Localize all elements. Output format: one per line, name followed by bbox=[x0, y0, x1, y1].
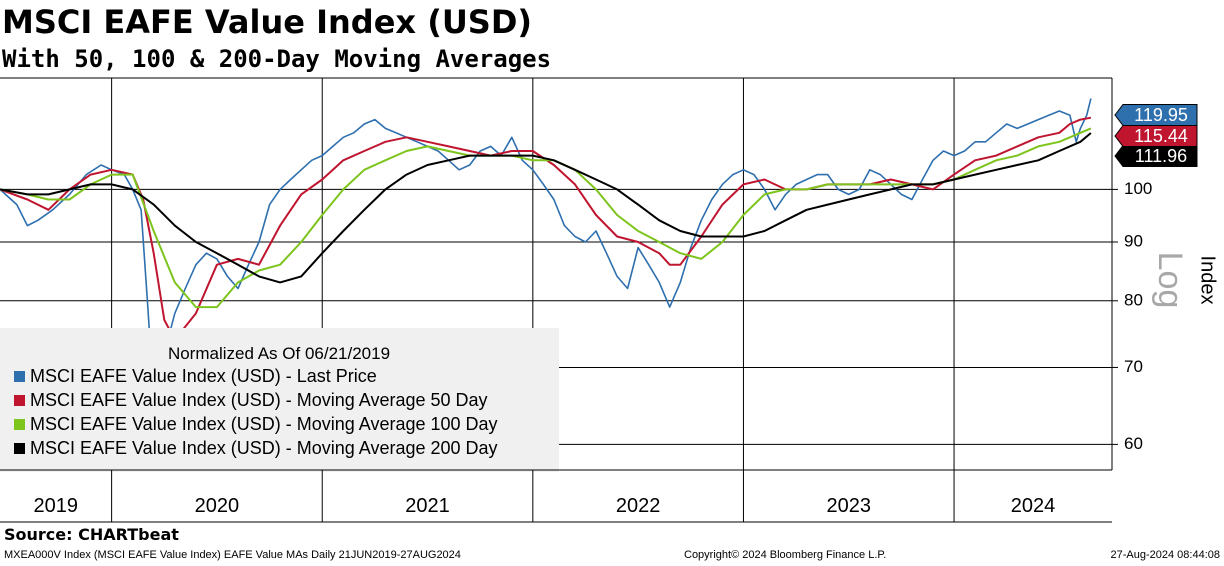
series-line bbox=[0, 98, 1092, 398]
last-value-tag bbox=[1114, 104, 1198, 126]
footer-description: MXEA000V Index (MSCI EAFE Value Index) E… bbox=[4, 549, 461, 561]
x-tick-label: 2020 bbox=[195, 495, 240, 517]
y-tick-label: 100 bbox=[1124, 179, 1152, 198]
legend-label: MSCI EAFE Value Index (USD) - Last Price bbox=[30, 366, 377, 386]
last-value-label: 119.95 bbox=[1134, 105, 1188, 125]
legend-swatch bbox=[14, 443, 25, 454]
last-value-tag bbox=[1114, 125, 1198, 147]
last-value-label: 111.96 bbox=[1135, 146, 1187, 166]
y-tick-label: 80 bbox=[1124, 290, 1143, 309]
last-value-tag bbox=[1114, 145, 1198, 167]
legend-swatch bbox=[14, 419, 25, 430]
y-tick-label: 70 bbox=[1124, 357, 1143, 376]
y-axis-label: Index bbox=[1197, 256, 1219, 305]
legend: Normalized As Of 06/21/2019 MSCI EAFE Va… bbox=[0, 328, 559, 472]
source-label: Source: CHARTbeat bbox=[4, 525, 179, 544]
legend-swatch bbox=[14, 395, 25, 406]
x-tick-label: 2021 bbox=[405, 495, 450, 517]
chart-subtitle: With 50, 100 & 200-Day Moving Averages bbox=[2, 45, 552, 73]
legend-title: Normalized As Of 06/21/2019 bbox=[168, 344, 390, 363]
axis-layer: 60 70 80 90 100 2019 2020 2021 2022 2023 2024 111.9… bbox=[0, 77, 1198, 523]
footer-copyright: Copyright© 2024 Bloomberg Finance L.P. bbox=[684, 549, 887, 561]
x-tick-label: 2022 bbox=[616, 495, 661, 517]
scale-label: Log bbox=[1151, 252, 1189, 309]
footer-timestamp: 27-Aug-2024 08:44:08 bbox=[1110, 549, 1220, 561]
series-line bbox=[0, 132, 1092, 284]
x-tick-label: 2019 bbox=[34, 495, 79, 517]
last-value-label: 115.44 bbox=[1134, 126, 1188, 146]
series-line bbox=[0, 127, 1092, 309]
y-tick-label: 90 bbox=[1124, 231, 1143, 250]
x-tick-label: 2024 bbox=[1011, 495, 1056, 517]
legend-background bbox=[0, 328, 559, 472]
legend-label: MSCI EAFE Value Index (USD) - Moving Ave… bbox=[30, 414, 498, 434]
chart-title: MSCI EAFE Value Index (USD) bbox=[2, 3, 533, 41]
legend-label: MSCI EAFE Value Index (USD) - Moving Ave… bbox=[30, 438, 498, 458]
legend-swatch bbox=[14, 371, 25, 382]
legend-label: MSCI EAFE Value Index (USD) - Moving Ave… bbox=[30, 390, 488, 410]
series-layer bbox=[0, 98, 1092, 398]
y-tick-label: 60 bbox=[1124, 434, 1143, 453]
series-line bbox=[0, 116, 1092, 341]
x-tick-label: 2023 bbox=[826, 495, 871, 517]
